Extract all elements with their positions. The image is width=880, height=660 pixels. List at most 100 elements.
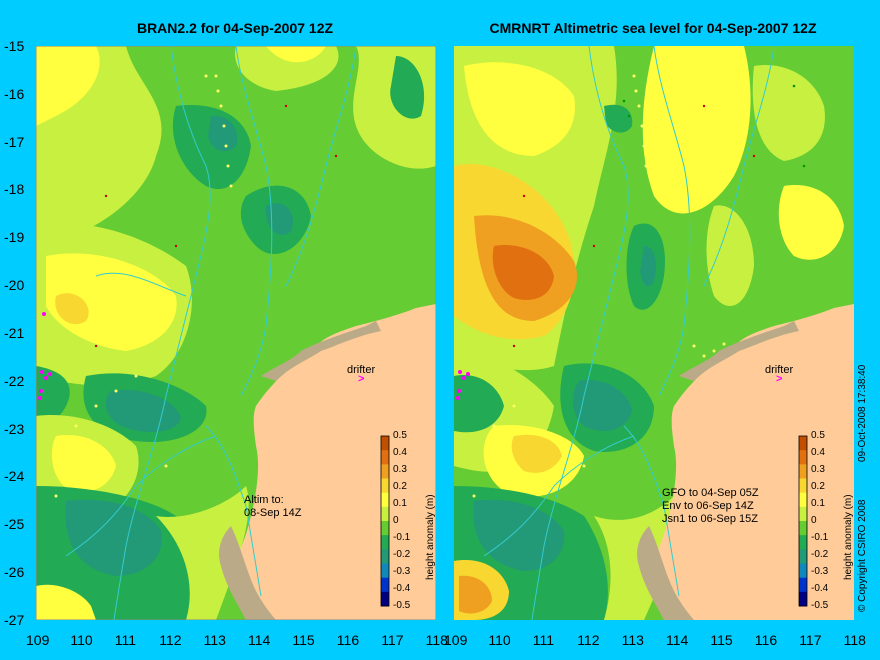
y-tick-label: -26 xyxy=(4,564,25,581)
colorbar-tick-label: 0.3 xyxy=(393,464,407,475)
colorbar-segment xyxy=(799,549,807,564)
colorbar-frame xyxy=(380,435,390,607)
y-tick-label: -17 xyxy=(4,133,25,150)
right-map-panel: drifter > GFO to 04-Sep 05Z Env to 06-Se… xyxy=(454,46,854,620)
x-tick-label: 110 xyxy=(488,632,511,648)
left-map-svg xyxy=(36,46,436,620)
colorbar-tick-label: -0.5 xyxy=(393,600,411,611)
right-panel-title: CMRNRT Altimetric sea level for 04-Sep-2… xyxy=(489,20,817,36)
colorbar-segment xyxy=(381,549,389,564)
colorbar-segment xyxy=(799,436,807,451)
colorbar-tick-label: -0.1 xyxy=(393,532,411,543)
right-map-svg xyxy=(454,46,854,620)
satellite-note-env: Env to 06-Sep 14Z xyxy=(662,500,754,512)
x-tick-label: 110 xyxy=(70,632,93,648)
left-map-panel: drifter > Altim to: 08-Sep 14Z xyxy=(36,46,436,620)
y-tick-label: -24 xyxy=(4,468,25,485)
colorbar-segment xyxy=(381,521,389,536)
left-drifter-label: drifter xyxy=(347,364,376,376)
colorbar-segment xyxy=(799,478,807,494)
y-tick-label: -15 xyxy=(4,38,25,54)
colorbar-segment xyxy=(799,464,807,479)
satellite-notes: GFO to 04-Sep 05Z Env to 06-Sep 14Z Jsn1… xyxy=(662,487,759,526)
colorbar-tick-label: -0.1 xyxy=(811,532,829,543)
colorbar-tick-label: -0.2 xyxy=(393,549,411,560)
altim-note-line-1: Altim to: xyxy=(244,494,284,506)
colorbar-segment xyxy=(799,506,807,522)
x-tick-label: 113 xyxy=(203,632,226,648)
right-colorbar xyxy=(798,435,808,607)
colorbar-segment xyxy=(381,492,389,508)
x-tick-label: 112 xyxy=(577,632,600,648)
copyright: © Copyright CSIRO 2008 xyxy=(857,499,868,612)
x-tick-label: 116 xyxy=(336,632,360,648)
colorbar-segment xyxy=(381,436,389,451)
colorbar-segment xyxy=(381,563,389,579)
left-panel-title: BRAN2.2 for 04-Sep-2007 12Z xyxy=(136,20,334,36)
colorbar-tick-label: 0.1 xyxy=(393,498,407,509)
x-tick-label: 111 xyxy=(532,632,555,648)
timestamp: 09-Oct-2008 17:38:40 xyxy=(857,364,868,462)
satellite-note-gfo: GFO to 04-Sep 05Z xyxy=(662,487,759,499)
colorbar-segment xyxy=(381,535,389,550)
colorbar-tick-label: 0.1 xyxy=(811,498,825,509)
colorbar-segment xyxy=(381,577,389,593)
colorbar-segment xyxy=(799,577,807,593)
left-drifter-marker: > xyxy=(358,373,365,385)
x-tick-label: 117 xyxy=(381,632,404,648)
colorbar-segment xyxy=(799,450,807,465)
colorbar-tick-label: 0 xyxy=(811,515,817,526)
y-tick-label: -19 xyxy=(4,229,25,246)
colorbar-tick-label: 0.2 xyxy=(811,481,825,492)
left-colorbar xyxy=(380,435,390,607)
colorbar-frame xyxy=(798,435,808,607)
x-tick-label: 109 xyxy=(444,632,468,648)
y-tick-label: -23 xyxy=(4,420,25,437)
x-tick-label: 115 xyxy=(292,632,315,648)
colorbar-segment xyxy=(799,563,807,579)
right-drifter-label: drifter xyxy=(765,364,794,376)
x-tick-label: 113 xyxy=(621,632,644,648)
colorbar-tick-label: -0.5 xyxy=(811,600,829,611)
colorbar-tick-label: -0.2 xyxy=(811,549,829,560)
altim-note: Altim to: 08-Sep 14Z xyxy=(244,494,301,520)
right-drifter-marker: > xyxy=(776,373,783,385)
colorbar-tick-label: 0.4 xyxy=(811,447,825,458)
altim-note-line-2: 08-Sep 14Z xyxy=(244,507,302,519)
left-colorbar-label: height anomaly (m) xyxy=(425,494,436,580)
colorbar-segment xyxy=(381,591,389,607)
y-tick-label: -22 xyxy=(4,372,25,389)
colorbar-tick-label: 0.5 xyxy=(393,430,407,441)
x-tick-label: 112 xyxy=(159,632,182,648)
colorbar-tick-label: -0.4 xyxy=(393,583,411,594)
x-tick-label: 116 xyxy=(754,632,778,648)
y-tick-label: -16 xyxy=(4,85,25,102)
satellite-note-jsn1: Jsn1 to 06-Sep 15Z xyxy=(662,513,759,525)
right-colorbar-label: height anomaly (m) xyxy=(843,494,854,580)
colorbar-segment xyxy=(381,464,389,479)
colorbar-tick-label: -0.3 xyxy=(811,566,829,577)
y-tick-label: -25 xyxy=(4,516,25,533)
colorbar-segment xyxy=(381,450,389,465)
colorbar-tick-label: -0.4 xyxy=(811,583,829,594)
x-tick-label: 114 xyxy=(248,632,271,648)
x-tick-label: 109 xyxy=(26,632,50,648)
x-tick-label: 118 xyxy=(425,632,448,648)
y-tick-label: -27 xyxy=(4,611,25,628)
y-tick-label: -18 xyxy=(4,181,25,198)
colorbar-segment xyxy=(799,591,807,607)
colorbar-segment xyxy=(799,492,807,508)
colorbar-segment xyxy=(799,535,807,550)
colorbar-tick-label: 0 xyxy=(393,515,399,526)
colorbar-tick-label: 0.2 xyxy=(393,481,407,492)
x-tick-label: 118 xyxy=(843,632,866,648)
colorbar-tick-label: -0.3 xyxy=(393,566,411,577)
colorbar-tick-label: 0.5 xyxy=(811,430,825,441)
x-tick-label: 114 xyxy=(666,632,689,648)
colorbar-segment xyxy=(799,521,807,536)
colorbar-tick-label: 0.4 xyxy=(393,447,407,458)
y-tick-label: -21 xyxy=(4,324,25,341)
y-tick-label: -20 xyxy=(4,277,25,294)
colorbar-segment xyxy=(381,506,389,522)
x-tick-label: 115 xyxy=(710,632,733,648)
